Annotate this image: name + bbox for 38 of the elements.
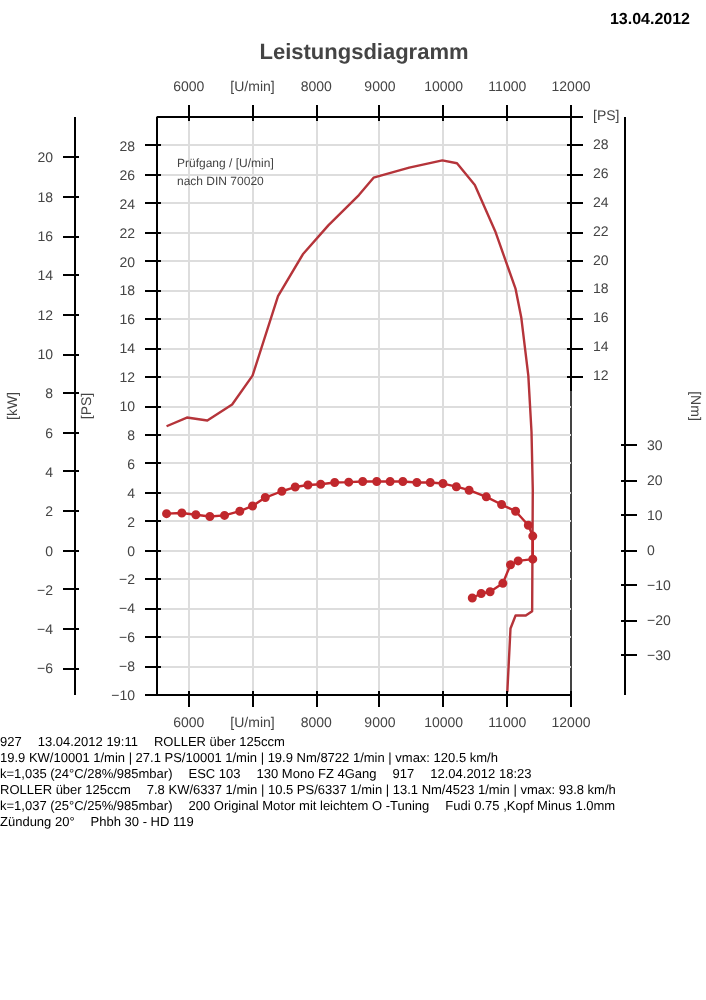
point: [412, 478, 422, 487]
point: [220, 510, 230, 520]
point: [316, 479, 326, 489]
line-series: [165, 159, 534, 694]
point: [481, 492, 491, 502]
point: [277, 486, 287, 496]
point: [523, 520, 533, 530]
point: [513, 556, 523, 566]
point: [528, 531, 538, 541]
point: [497, 500, 507, 510]
point: [528, 554, 538, 564]
point: [162, 509, 172, 519]
chart-title: Leistungsdiagramm: [259, 41, 469, 65]
point: [485, 587, 495, 597]
point: [358, 476, 368, 486]
point: [451, 482, 461, 492]
point: [235, 506, 245, 516]
point: [464, 485, 474, 495]
point: [372, 476, 382, 486]
point: [505, 560, 515, 570]
point: [191, 510, 201, 520]
point: [498, 578, 508, 588]
point: [425, 478, 435, 487]
point: [303, 480, 313, 490]
point: [330, 478, 340, 487]
point: [438, 479, 448, 489]
point: [260, 493, 270, 503]
point: [511, 506, 521, 516]
point: [248, 501, 258, 511]
point: [476, 588, 486, 598]
text: 13.04.2012: [607, 8, 690, 30]
point: [467, 593, 477, 603]
point: [177, 508, 187, 518]
point: [344, 477, 354, 487]
point: [205, 511, 215, 521]
point: [385, 476, 395, 486]
point: [398, 476, 408, 486]
point: [290, 482, 300, 492]
